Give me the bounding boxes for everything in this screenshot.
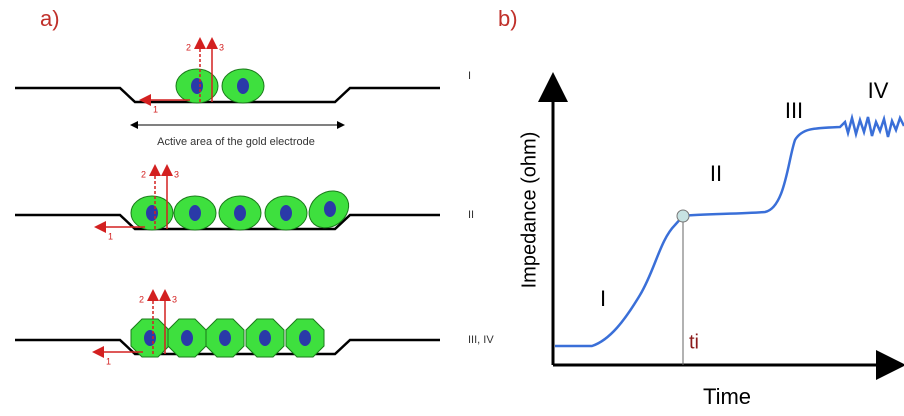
nucleus bbox=[219, 330, 231, 346]
nucleus bbox=[181, 330, 193, 346]
nucleus bbox=[191, 78, 203, 94]
y-axis-label: Impedance (ohm) bbox=[518, 132, 540, 289]
arrow-label: 1 bbox=[108, 231, 113, 241]
arrow-label: 1 bbox=[153, 104, 158, 114]
stage-label: I bbox=[468, 70, 471, 82]
arrow-label: 3 bbox=[219, 42, 224, 52]
arrow-label: 1 bbox=[106, 356, 111, 366]
figure: a) b) Active area of the gold electrode … bbox=[0, 0, 904, 416]
nucleus bbox=[259, 330, 271, 346]
panel-label: a) bbox=[40, 6, 60, 31]
phase-label: I bbox=[600, 286, 606, 311]
arrow-label: 2 bbox=[186, 42, 191, 52]
nucleus bbox=[189, 205, 201, 221]
arrow-label: 2 bbox=[139, 294, 144, 304]
nucleus bbox=[299, 330, 311, 346]
marker-label: ti bbox=[689, 331, 699, 353]
x-axis-label: Time bbox=[703, 384, 751, 409]
nucleus bbox=[280, 205, 292, 221]
nucleus bbox=[146, 205, 158, 221]
stage-label: III, IV bbox=[468, 334, 494, 346]
nucleus bbox=[144, 330, 156, 346]
phase-label: II bbox=[710, 161, 722, 186]
arrow-label: 2 bbox=[141, 169, 146, 179]
arrow-label: 3 bbox=[174, 169, 179, 179]
nucleus bbox=[234, 205, 246, 221]
arrow-label: 3 bbox=[172, 294, 177, 304]
nucleus bbox=[324, 201, 336, 217]
phase-label: III bbox=[785, 98, 803, 123]
phase-label: IV bbox=[868, 78, 889, 103]
nucleus bbox=[237, 78, 249, 94]
stage-label: II bbox=[468, 209, 474, 221]
impedance-curve bbox=[555, 117, 904, 346]
panel-label: b) bbox=[498, 6, 518, 31]
ti-marker bbox=[677, 210, 689, 222]
electrode-label: Active area of the gold electrode bbox=[157, 136, 315, 148]
stages: 1 2 3 I 1 2 3 II 1 2 3 III, IV bbox=[15, 40, 494, 366]
